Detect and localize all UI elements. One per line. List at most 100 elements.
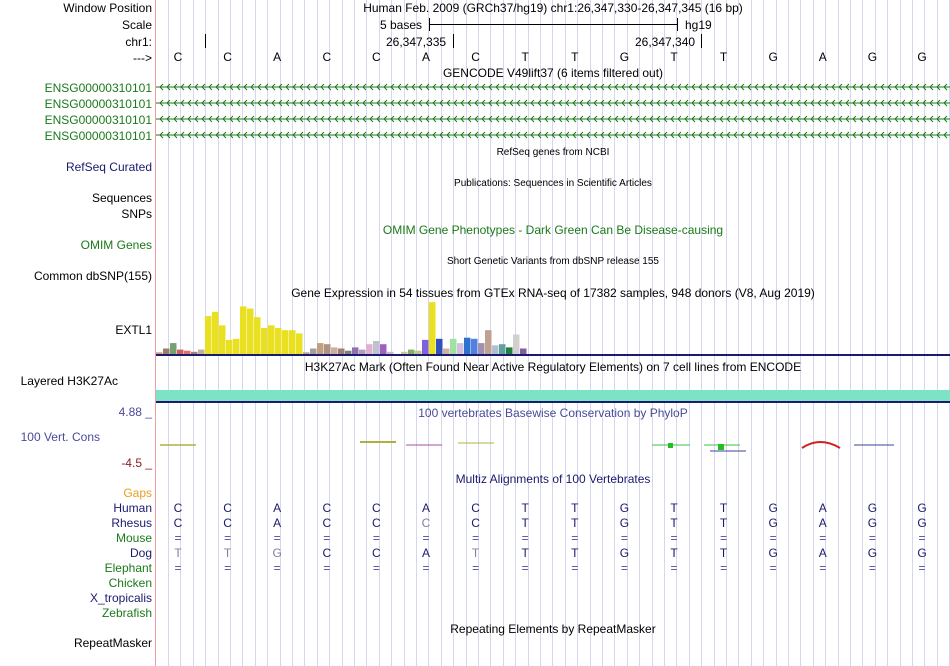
scale-bar-left-tick — [429, 18, 430, 31]
strand-chevron — [838, 83, 843, 91]
gencode-item-label[interactable]: ENSG00000310101 — [44, 97, 152, 111]
label-dbsnp[interactable]: Common dbSNP(155) — [33, 269, 152, 283]
gencode-item-label[interactable]: ENSG00000310101 — [44, 129, 152, 143]
strand-chevron — [250, 131, 255, 139]
gencode-item-label[interactable]: ENSG00000310101 — [44, 81, 152, 95]
strand-chevron — [873, 115, 878, 123]
strand-chevron — [887, 115, 892, 123]
species-label[interactable]: Zebrafish — [101, 606, 152, 620]
species-label[interactable]: Elephant — [104, 561, 152, 575]
strand-chevron — [208, 83, 213, 91]
strand-chevron — [271, 83, 276, 91]
strand-chevron — [691, 115, 696, 123]
assembly-text: hg19 — [685, 18, 712, 32]
strand-chevron — [453, 83, 458, 91]
strand-chevron — [936, 115, 941, 123]
strand-chevron — [474, 131, 479, 139]
label-refseq[interactable]: RefSeq Curated — [65, 160, 152, 174]
phylop-conservation-plot[interactable] — [156, 430, 950, 460]
strand-chevron — [404, 115, 409, 123]
strand-chevron — [614, 131, 619, 139]
label-snps[interactable]: SNPs — [121, 207, 152, 221]
grid-line — [528, 0, 529, 666]
gtex-expression-chart[interactable] — [156, 299, 950, 355]
gtex-tissue-bar — [422, 339, 429, 355]
window-position-text: Human Feb. 2009 (GRCh37/hg19) chr1:26,34… — [363, 1, 743, 15]
alignment-base: T — [471, 546, 480, 560]
gtex-tissue-bar — [457, 343, 464, 355]
gencode-transcripts[interactable] — [156, 80, 950, 146]
strand-chevron — [173, 131, 178, 139]
strand-chevron — [257, 99, 262, 107]
strand-chevron — [411, 83, 416, 91]
strand-chevron — [558, 115, 563, 123]
species-label[interactable]: Mouse — [115, 531, 152, 545]
strand-chevron — [355, 131, 360, 139]
strand-chevron — [334, 83, 339, 91]
gtex-tissue-bar — [471, 338, 478, 355]
strand-chevron — [873, 99, 878, 107]
strand-chevron — [586, 131, 591, 139]
strand-chevron — [894, 83, 899, 91]
gencode-item-label[interactable]: ENSG00000310101 — [44, 113, 152, 127]
species-label[interactable]: Human — [113, 501, 152, 515]
strand-chevron — [852, 131, 857, 139]
label-gaps[interactable]: Gaps — [123, 486, 152, 500]
strand-chevron — [936, 99, 941, 107]
strand-chevron — [488, 115, 493, 123]
strand-chevron — [341, 115, 346, 123]
alignment-base: = — [670, 531, 678, 545]
scale-bar-right-tick — [677, 18, 678, 31]
grid-line — [503, 0, 504, 666]
label-omim[interactable]: OMIM Genes — [80, 238, 152, 252]
strand-chevron — [208, 131, 213, 139]
label-sequences[interactable]: Sequences — [91, 191, 152, 205]
label-vert-cons[interactable]: 100 Vert. Cons — [20, 430, 100, 444]
alignment-base: = — [174, 531, 182, 545]
grid-line — [180, 0, 181, 666]
strand-chevron — [320, 115, 325, 123]
strand-chevron — [194, 131, 199, 139]
strand-chevron — [698, 131, 703, 139]
omim-track-title: OMIM Gene Phenotypes - Dark Green Can Be… — [382, 223, 724, 237]
label-layered-h3k27ac[interactable]: Layered H3K27Ac — [20, 374, 118, 388]
grid-line — [304, 0, 305, 666]
strand-chevron — [537, 83, 542, 91]
strand-chevron — [789, 99, 794, 107]
strand-chevron — [712, 115, 717, 123]
strand-chevron — [838, 131, 843, 139]
grid-line — [391, 0, 392, 666]
alignment-base: = — [918, 561, 926, 575]
strand-chevron — [880, 99, 885, 107]
alignment-base: = — [670, 561, 678, 575]
label-extl1[interactable]: EXTL1 — [115, 323, 152, 337]
species-label[interactable]: Dog — [129, 546, 152, 560]
gtex-tissue-bar — [506, 347, 513, 355]
strand-chevron — [775, 115, 780, 123]
species-label[interactable]: X_tropicalis — [89, 591, 152, 605]
species-label[interactable]: Rhesus — [111, 516, 152, 530]
strand-chevron — [222, 131, 227, 139]
h3k27ac-signal-bar[interactable] — [156, 390, 950, 402]
alignment-base: T — [670, 501, 678, 515]
grid-line — [366, 0, 367, 666]
strand-chevron — [908, 115, 913, 123]
strand-chevron — [229, 99, 234, 107]
strand-chevron — [558, 99, 563, 107]
strand-chevron — [810, 83, 815, 91]
strand-chevron — [397, 131, 402, 139]
strand-chevron — [271, 115, 276, 123]
grid-line — [701, 0, 702, 666]
alignment-base: = — [521, 561, 529, 575]
strand-chevron — [173, 83, 178, 91]
strand-chevron — [516, 115, 521, 123]
species-label[interactable]: Chicken — [108, 576, 152, 590]
strand-chevron — [747, 131, 752, 139]
strand-chevron — [236, 115, 241, 123]
alignment-base: C — [471, 501, 480, 515]
strand-chevron — [817, 115, 822, 123]
strand-chevron — [299, 115, 304, 123]
label-repeatmasker[interactable]: RepeatMasker — [73, 636, 152, 650]
grid-line — [850, 0, 851, 666]
strand-chevron — [782, 115, 787, 123]
